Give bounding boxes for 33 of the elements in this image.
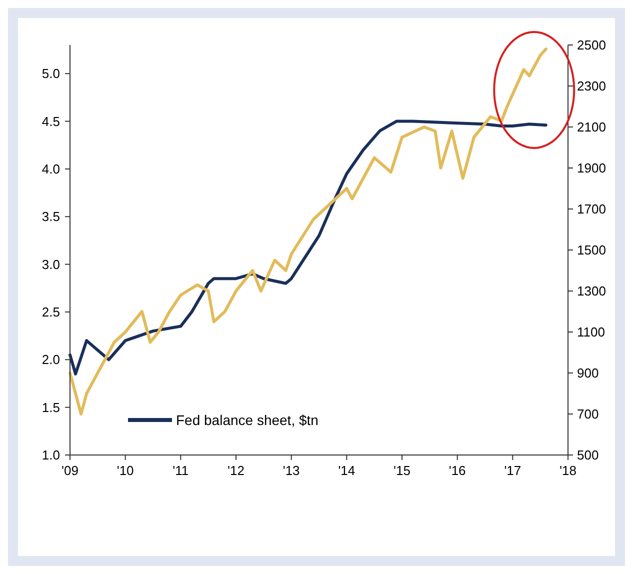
x-tick-label: '15 — [394, 463, 410, 478]
y2-tick-label: 1100 — [577, 324, 605, 340]
x-tick-label: '09 — [62, 463, 78, 478]
line-series — [68, 120, 548, 376]
y-tick-label: 3.5 — [42, 209, 60, 224]
y2-tick-label: 700 — [577, 406, 599, 422]
x-tick-label: '10 — [116, 463, 134, 478]
x-tick-label: '12 — [228, 463, 244, 478]
y2-tick-label: 2100 — [577, 120, 606, 135]
x-tick-label: '17 — [504, 463, 522, 478]
x-tick-label: '13 — [282, 463, 300, 478]
y2-tick-label: 1500 — [577, 242, 606, 258]
line-series — [68, 48, 548, 416]
y-tick-label: 4.0 — [42, 162, 60, 177]
y2-tick-label: 900 — [577, 366, 599, 381]
y-tick-label: 3.0 — [42, 256, 60, 272]
y2-tick-label: 1700 — [577, 202, 606, 217]
y-tick-label: 5.0 — [42, 66, 60, 82]
y2-tick-label: 2300 — [577, 78, 606, 94]
y2-tick-label: 500 — [577, 448, 599, 463]
legend-label: Fed balance sheet, $tn — [176, 412, 318, 428]
x-tick-label: '18 — [560, 463, 576, 478]
x-tick-label: '14 — [338, 463, 356, 478]
x-tick-label: '11 — [172, 463, 189, 478]
y-tick-label: 1.5 — [42, 400, 60, 415]
y2-tick-label: 1900 — [577, 160, 606, 176]
y2-tick-label: 1300 — [577, 284, 606, 299]
y-tick-label: 2.0 — [42, 352, 60, 368]
y-tick-label: 2.5 — [42, 304, 60, 320]
x-tick-label: '16 — [448, 463, 466, 478]
y2-tick-label: 2500 — [577, 38, 606, 53]
y-tick-label: 1.0 — [42, 448, 60, 463]
y-tick-label: 4.5 — [42, 114, 60, 129]
